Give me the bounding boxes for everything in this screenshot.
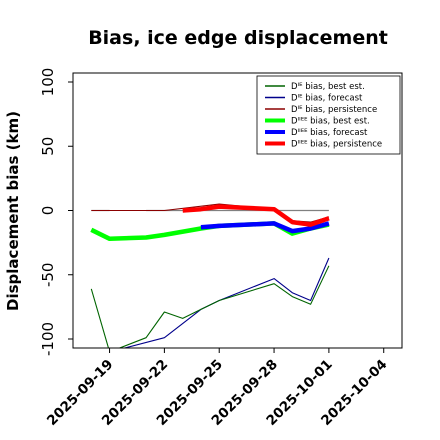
legend-label: Dᴵᴵᴱᴱ bias, persistence <box>291 140 382 150</box>
y-tick-label: 0 <box>39 206 57 216</box>
y-tick-label: -100 <box>39 322 57 356</box>
x-axis: 2025-09-192025-09-222025-09-252025-09-28… <box>44 348 391 429</box>
series-line-1 <box>90 265 330 348</box>
y-tick-label: -50 <box>39 263 57 288</box>
legend-label: Dᴵᴵᴱᴱ bias, forecast <box>291 128 368 138</box>
legend-box <box>256 75 401 155</box>
series-group <box>90 203 330 348</box>
y-tick-label: 100 <box>39 68 57 97</box>
y-axis-label: Displacement bias (km) <box>4 111 22 311</box>
chart-title: Bias, ice edge displacement <box>88 27 388 49</box>
series-line-6 <box>182 204 330 227</box>
legend-label: Dᴵᴵᴱᴱ bias, best est. <box>291 117 370 127</box>
y-tick-label: 50 <box>39 137 57 156</box>
y-axis: -100 -50 0 50 100 <box>39 68 73 356</box>
plot-area <box>90 203 330 348</box>
legend-label: Dᴵᴱ bias, forecast <box>291 94 363 104</box>
series-line-5 <box>200 221 330 234</box>
legend: Dᴵᴱ bias, best est. Dᴵᴱ bias, forecastDᴵᴱ… <box>256 75 401 155</box>
legend-label: Dᴵᴱ bias, persistence <box>291 105 377 115</box>
series-line-2 <box>122 257 330 348</box>
legend-label: Dᴵᴱ bias, best est. <box>291 82 365 92</box>
